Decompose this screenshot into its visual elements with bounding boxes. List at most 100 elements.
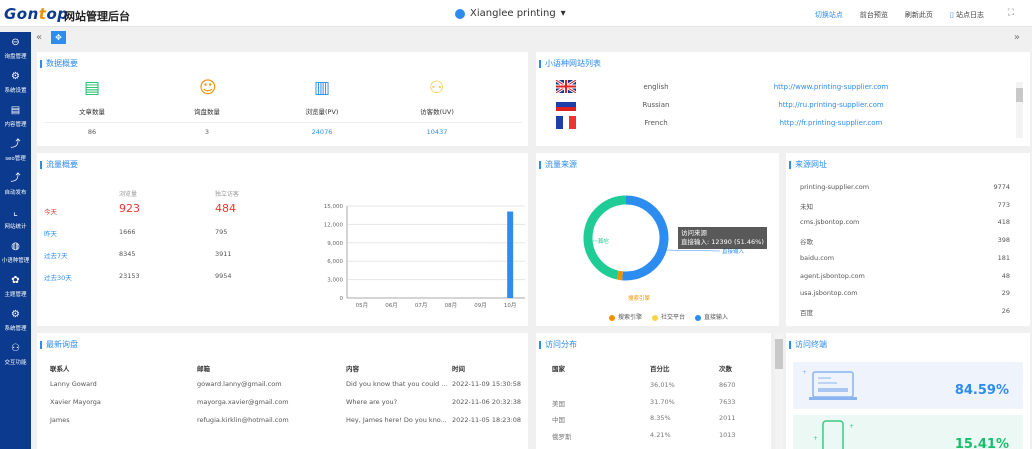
file-icon: ▯ bbox=[949, 11, 956, 19]
tooltip-title: 访问来源 bbox=[681, 229, 707, 237]
inquiry-cell[interactable]: James bbox=[50, 416, 70, 424]
sidebar-item[interactable]: ⤴ 自动发布 bbox=[0, 168, 31, 202]
globe-icon: ◍ bbox=[11, 241, 20, 252]
device-panel: 访问终端 + 84.59% + + 15.41% bbox=[786, 333, 1030, 449]
mobile-percent: 15.41% bbox=[954, 437, 1009, 449]
site-log-link[interactable]: ▯ 站点日志 bbox=[949, 11, 984, 19]
y-tick-label: 9,000 bbox=[327, 241, 343, 247]
inquiry-cell[interactable]: goward.lanny@gmail.com bbox=[197, 380, 282, 388]
sidebar-item[interactable]: ◍ 小语种管理 bbox=[0, 236, 31, 270]
flag-fr-icon bbox=[556, 116, 576, 129]
period-label: 过去30天 bbox=[44, 274, 72, 282]
inquiry-cell[interactable]: refugia.kirklin@hotmail.com bbox=[197, 416, 289, 424]
legend-label: 社交平台 bbox=[661, 314, 686, 321]
stat-value: 86 bbox=[87, 128, 97, 136]
distribution-cell: 2011 bbox=[719, 414, 736, 422]
inquiry-cell[interactable]: Where are you? bbox=[346, 398, 398, 406]
x-tick-label: 07月 bbox=[415, 302, 428, 309]
pv-value: 8345 bbox=[119, 250, 136, 258]
desktop-percent: 84.59% bbox=[954, 383, 1009, 398]
sidebar-item[interactable]: ⚙ 系统管理 bbox=[0, 304, 31, 338]
stat-value: 10437 bbox=[426, 128, 448, 136]
pv-value: 1666 bbox=[119, 228, 136, 236]
language-url-link[interactable]: http://www.printing-supplier.com bbox=[773, 83, 889, 91]
switch-site-link[interactable]: 切换站点 bbox=[814, 11, 843, 19]
chart-legend: 搜索引擎 社交平台 直接输入 bbox=[609, 312, 728, 321]
uv-value: 3911 bbox=[215, 250, 232, 258]
slice-label: 搜索引擎 bbox=[628, 294, 651, 302]
uv-value: 795 bbox=[215, 228, 228, 236]
language-url-link[interactable]: http://ru.printing-supplier.com bbox=[778, 101, 884, 109]
inquiry-cell[interactable]: 2022-11-05 18:23:08 bbox=[452, 416, 522, 424]
language-row: english http://www.printing-supplier.com bbox=[536, 80, 1011, 96]
preview-link[interactable]: 前台预览 bbox=[859, 11, 888, 19]
distribution-cell: 31.70% bbox=[650, 397, 675, 406]
tooltip-text: 直接输入: 12390 (51.46%) bbox=[681, 238, 764, 246]
y-tick-label: 15,000 bbox=[324, 204, 344, 210]
gear-icon: ⚙ bbox=[11, 71, 20, 82]
sidebar-item-label: 自动发布 bbox=[4, 190, 27, 196]
legend-item[interactable]: 直接输入 bbox=[695, 312, 728, 321]
donut-slice bbox=[616, 270, 623, 281]
language-name: english bbox=[643, 83, 669, 91]
sidebar-item[interactable]: ⚇ 交互功能 bbox=[0, 338, 31, 372]
sidebar-item-label: 交互功能 bbox=[4, 360, 27, 366]
panel-title: 访问分布 bbox=[539, 341, 577, 349]
sidebar-item[interactable]: ⤴ seo管理 bbox=[0, 134, 31, 168]
legend-item[interactable]: 搜索引擎 bbox=[609, 312, 642, 321]
flag-uk-icon bbox=[556, 80, 576, 93]
column-header: 联系人 bbox=[50, 365, 70, 373]
pv-value: 23153 bbox=[119, 272, 140, 280]
language-url-link[interactable]: http://fr.printing-supplier.com bbox=[779, 119, 883, 127]
y-tick-label: 12,000 bbox=[324, 222, 344, 228]
legend-item[interactable]: 社交平台 bbox=[652, 312, 685, 321]
scroll-right-icon[interactable]: » bbox=[1013, 32, 1020, 43]
scrollbar[interactable] bbox=[1016, 82, 1023, 138]
svg-text:+: + bbox=[813, 435, 818, 442]
sidebar-item-label: 系统管理 bbox=[4, 326, 27, 332]
period-label: 过去7天 bbox=[44, 252, 68, 260]
inquiry-cell[interactable]: 2022-11-09 15:30:58 bbox=[452, 380, 522, 388]
scroll-left-icon[interactable]: « bbox=[36, 32, 43, 43]
x-tick-label: 06月 bbox=[385, 302, 398, 309]
article-icon: ▤ bbox=[84, 78, 101, 98]
phone-icon: ++ bbox=[813, 420, 854, 449]
inquiry-cell[interactable]: mayorga.xavier@gmail.com bbox=[197, 398, 289, 406]
stat-label: 文章数量 bbox=[79, 108, 105, 116]
fullscreen-icon[interactable]: ⛶ bbox=[1007, 8, 1014, 18]
panel-title: 来源网址 bbox=[789, 161, 827, 169]
sidebar-item[interactable]: ⊖ 询盘管理 bbox=[0, 32, 31, 66]
panel-title: 数据概要 bbox=[40, 60, 78, 68]
donut-slice bbox=[622, 195, 669, 281]
inquiry-cell[interactable]: 2022-11-06 20:32:38 bbox=[452, 398, 522, 406]
language-row: Russian http://ru.printing-supplier.com bbox=[536, 98, 1011, 114]
inquiry-cell[interactable]: Hey, James here! Do you kno... bbox=[346, 416, 447, 424]
distribution-cell: 36.01% bbox=[650, 381, 675, 389]
overview-panel: 数据概要 ▤ 文章数量 86 ☺ 询盘数量 3 ▥ 浏览量(PV) 24076 ⚇ 访客数(UV) 1… bbox=[37, 52, 528, 146]
visit-distribution-panel: 访问分布 国家 百分比 次数 36.01% 8670 美国 31.70% 7633 中国 8.35… bbox=[536, 333, 771, 449]
donut-slice bbox=[583, 195, 627, 280]
home-tab[interactable]: ✥ bbox=[51, 31, 66, 44]
svg-text:+: + bbox=[849, 423, 854, 430]
publish-icon: ⤴ bbox=[10, 173, 21, 184]
sidebar-item[interactable]: ✿ 主题管理 bbox=[0, 270, 31, 304]
source-count: 26 bbox=[1001, 306, 1010, 315]
sidebar-item[interactable]: ⚙ 系统设置 bbox=[0, 66, 31, 100]
refresh-link[interactable]: 刷新此页 bbox=[904, 11, 933, 19]
scrollbar[interactable] bbox=[775, 333, 783, 449]
site-switcher[interactable]: Xianglee printing ▾ bbox=[455, 8, 566, 19]
inquiry-cell[interactable]: Lanny Goward bbox=[50, 380, 97, 388]
distribution-cell: 1013 bbox=[719, 430, 736, 439]
traffic-panel: 流量概要 浏览量 独立访客 今天 923 484 昨天 1666 795 过去7天 8345 3… bbox=[37, 153, 528, 326]
source-count: 9774 bbox=[993, 183, 1010, 191]
inquiry-cell[interactable]: Did you know that you could ... bbox=[346, 380, 448, 388]
y-tick-label: 6,000 bbox=[327, 259, 343, 265]
sidebar-item-label: 小语种管理 bbox=[1, 258, 30, 264]
sidebar-item[interactable]: ⌞ 网站统计 bbox=[0, 202, 31, 236]
sidebar-item-label: 系统设置 bbox=[4, 88, 27, 94]
source-name: usa.jsbontop.com bbox=[800, 289, 858, 298]
inquiry-cell[interactable]: Xavier Mayorga bbox=[50, 398, 101, 406]
sidebar-item[interactable]: ▤ 内容管理 bbox=[0, 100, 31, 134]
source-row: 百度 26 bbox=[800, 307, 1010, 317]
